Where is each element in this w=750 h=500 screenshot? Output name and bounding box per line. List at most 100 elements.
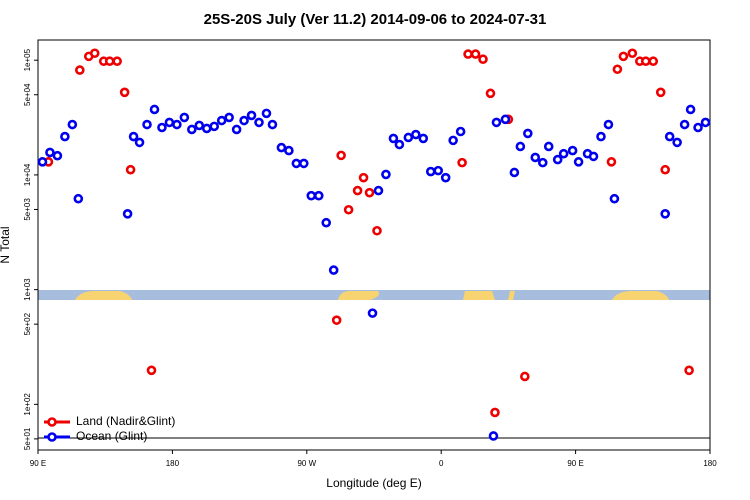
- point: [627, 48, 638, 59]
- point: [530, 152, 541, 163]
- y-tick-label: 5e+03: [23, 198, 32, 221]
- point: [381, 169, 391, 180]
- point: [172, 119, 182, 130]
- y-tick-label: 1e+04: [23, 163, 32, 186]
- point: [367, 308, 378, 318]
- point: [648, 56, 659, 67]
- point: [672, 137, 682, 148]
- point: [543, 141, 554, 152]
- point: [224, 112, 234, 123]
- point: [89, 48, 100, 59]
- plot-frame: [37, 39, 711, 451]
- point: [373, 185, 384, 196]
- point: [201, 123, 212, 134]
- point: [52, 150, 63, 161]
- point: [655, 87, 666, 98]
- legend-label: Land (Nadir&Glint): [76, 414, 175, 428]
- point: [291, 158, 302, 169]
- point: [246, 110, 257, 121]
- point: [125, 164, 136, 175]
- point: [284, 145, 294, 156]
- point: [306, 190, 317, 201]
- point: [558, 148, 569, 159]
- point: [567, 145, 578, 156]
- point: [520, 371, 530, 382]
- point: [239, 115, 249, 126]
- point: [194, 120, 205, 131]
- point: [523, 128, 533, 139]
- point: [67, 119, 78, 130]
- point: [660, 164, 671, 175]
- point: [142, 119, 152, 130]
- point: [478, 54, 488, 65]
- point: [164, 117, 175, 128]
- legend-marker: [47, 432, 57, 442]
- point: [216, 115, 227, 126]
- point: [490, 407, 500, 418]
- point: [276, 142, 287, 153]
- point: [463, 49, 473, 59]
- point: [149, 104, 160, 115]
- point: [331, 315, 342, 325]
- point: [388, 133, 399, 144]
- chart-title: 25S-20S July (Ver 11.2) 2014-09-06 to 20…: [204, 11, 547, 28]
- point: [685, 104, 696, 115]
- point: [552, 154, 563, 165]
- x-tick-label: 90 W: [297, 459, 316, 468]
- y-tick-label: 1e+05: [23, 48, 32, 71]
- y-tick-label: 1e+03: [23, 278, 32, 301]
- point: [455, 126, 466, 137]
- point: [609, 193, 620, 204]
- point: [336, 150, 346, 161]
- point: [134, 137, 145, 148]
- point: [157, 122, 167, 133]
- y-tick-label: 5e+04: [23, 83, 32, 106]
- point: [488, 431, 499, 441]
- point: [128, 131, 139, 142]
- point: [364, 187, 375, 198]
- point: [352, 185, 363, 196]
- point: [612, 64, 623, 75]
- point: [606, 157, 617, 167]
- point: [457, 157, 467, 168]
- point: [73, 193, 84, 204]
- point: [104, 56, 115, 67]
- point: [403, 132, 414, 143]
- point: [179, 112, 190, 123]
- point: [596, 131, 606, 142]
- point: [261, 108, 272, 119]
- point: [343, 204, 354, 215]
- point: [700, 117, 711, 128]
- point: [418, 133, 429, 144]
- point: [491, 117, 502, 128]
- point: [45, 147, 55, 158]
- point: [693, 122, 703, 133]
- point: [640, 56, 651, 67]
- point: [679, 119, 690, 130]
- point: [470, 49, 481, 59]
- point: [425, 166, 436, 177]
- legend-marker: [47, 417, 57, 427]
- point: [267, 119, 278, 130]
- point: [119, 87, 130, 98]
- point: [684, 365, 694, 376]
- y-tick-label: 5e+01: [23, 427, 32, 450]
- point: [485, 88, 496, 99]
- point: [372, 225, 382, 236]
- point: [112, 56, 122, 67]
- y-tick-label: 5e+02: [23, 312, 32, 335]
- point: [122, 209, 133, 219]
- x-tick-label: 0: [439, 459, 444, 468]
- point: [433, 165, 444, 176]
- point: [75, 65, 85, 75]
- point: [231, 124, 242, 135]
- x-axis-label: Longitude (deg E): [326, 476, 421, 490]
- point: [509, 167, 520, 178]
- y-axis-label: N Total: [0, 226, 12, 263]
- point: [299, 158, 309, 169]
- y-tick-label: 1e+02: [23, 393, 32, 416]
- point: [358, 172, 369, 183]
- point: [328, 265, 339, 275]
- point: [500, 114, 511, 125]
